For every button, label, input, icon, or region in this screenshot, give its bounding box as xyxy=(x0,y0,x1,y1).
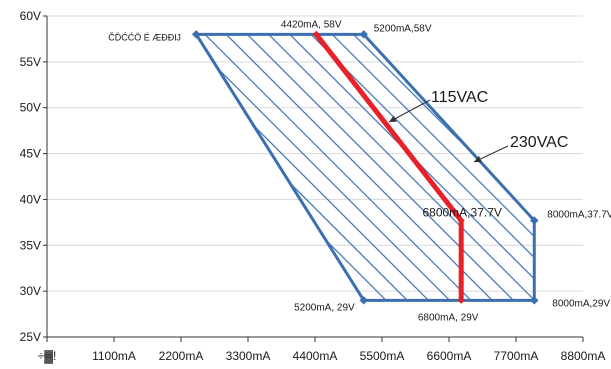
annotations: ČĎĆĆÖ É ÆÐĐĲ 4420mA, 58V 5200mA,58V 6800mA,… xyxy=(108,19,611,323)
vertex-markers xyxy=(191,30,539,305)
y-tick-label: 40V xyxy=(20,192,41,206)
x-tick-label: 6600mA xyxy=(427,349,472,363)
point-annotation: 5200mA, 29V xyxy=(294,302,355,313)
vertex-marker xyxy=(359,296,368,305)
arrowhead-icon xyxy=(389,115,397,122)
point-annotation: 5200mA,58V xyxy=(374,23,432,34)
vertex-marker xyxy=(191,30,201,39)
point-annotation: 6800mA, 29V xyxy=(418,312,479,323)
area-230vac xyxy=(193,32,536,302)
arrowhead-icon xyxy=(474,155,482,163)
y-tick-label: 35V xyxy=(20,238,41,252)
y-tick-label: 30V xyxy=(20,284,41,298)
x-tick-label: 3300mA xyxy=(226,349,271,363)
vertex-marker xyxy=(312,30,320,38)
callout-arrow xyxy=(388,99,431,123)
x-tick-label: 1100mA xyxy=(92,349,136,363)
x-tick-label: 4400mA xyxy=(293,349,338,363)
callouts: 115VAC 230VAC xyxy=(388,89,568,163)
x-tick-label: 7700mA xyxy=(494,349,539,363)
y-tick-label: 45V xyxy=(20,147,41,161)
point-annotation: 6800mA,37.7V xyxy=(422,206,501,220)
point-annotation: 8000mA,37.7V xyxy=(547,210,611,221)
x-tick-label: 8800mA xyxy=(561,349,606,363)
vertex-marker xyxy=(359,30,368,39)
y-tick-label: 60V xyxy=(20,9,41,23)
axes xyxy=(43,15,584,342)
y-tick-label: 55V xyxy=(20,55,41,69)
callout-label: 230VAC xyxy=(510,134,568,151)
x-tick-label: 2200mA xyxy=(159,349,204,363)
vertex-marker xyxy=(457,216,465,225)
x-tick-label: 5500mA xyxy=(360,349,405,363)
y-tick-label: 50V xyxy=(20,101,41,115)
series-230vac xyxy=(193,32,536,302)
x-axis-tick-labels: ÷▓! 1100mA 2200mA 3300mA 4400mA 5500mA 6600mA 7… xyxy=(38,349,606,364)
y-tick-label: 25V xyxy=(20,330,41,344)
y-axis-tick-labels: 25V 30V 35V 40V 45V 50V 55V 60V xyxy=(20,9,41,344)
point-annotation: 8000mA,29V xyxy=(552,298,610,309)
point-annotation: 4420mA, 58V xyxy=(281,19,342,30)
vertex-marker xyxy=(457,296,465,304)
callout-label: 115VAC xyxy=(431,89,488,106)
vertex-marker xyxy=(530,296,539,305)
x-tick-label: ÷▓! xyxy=(38,349,57,364)
point-annotation: ČĎĆĆÖ É ÆÐĐĲ xyxy=(108,32,181,42)
